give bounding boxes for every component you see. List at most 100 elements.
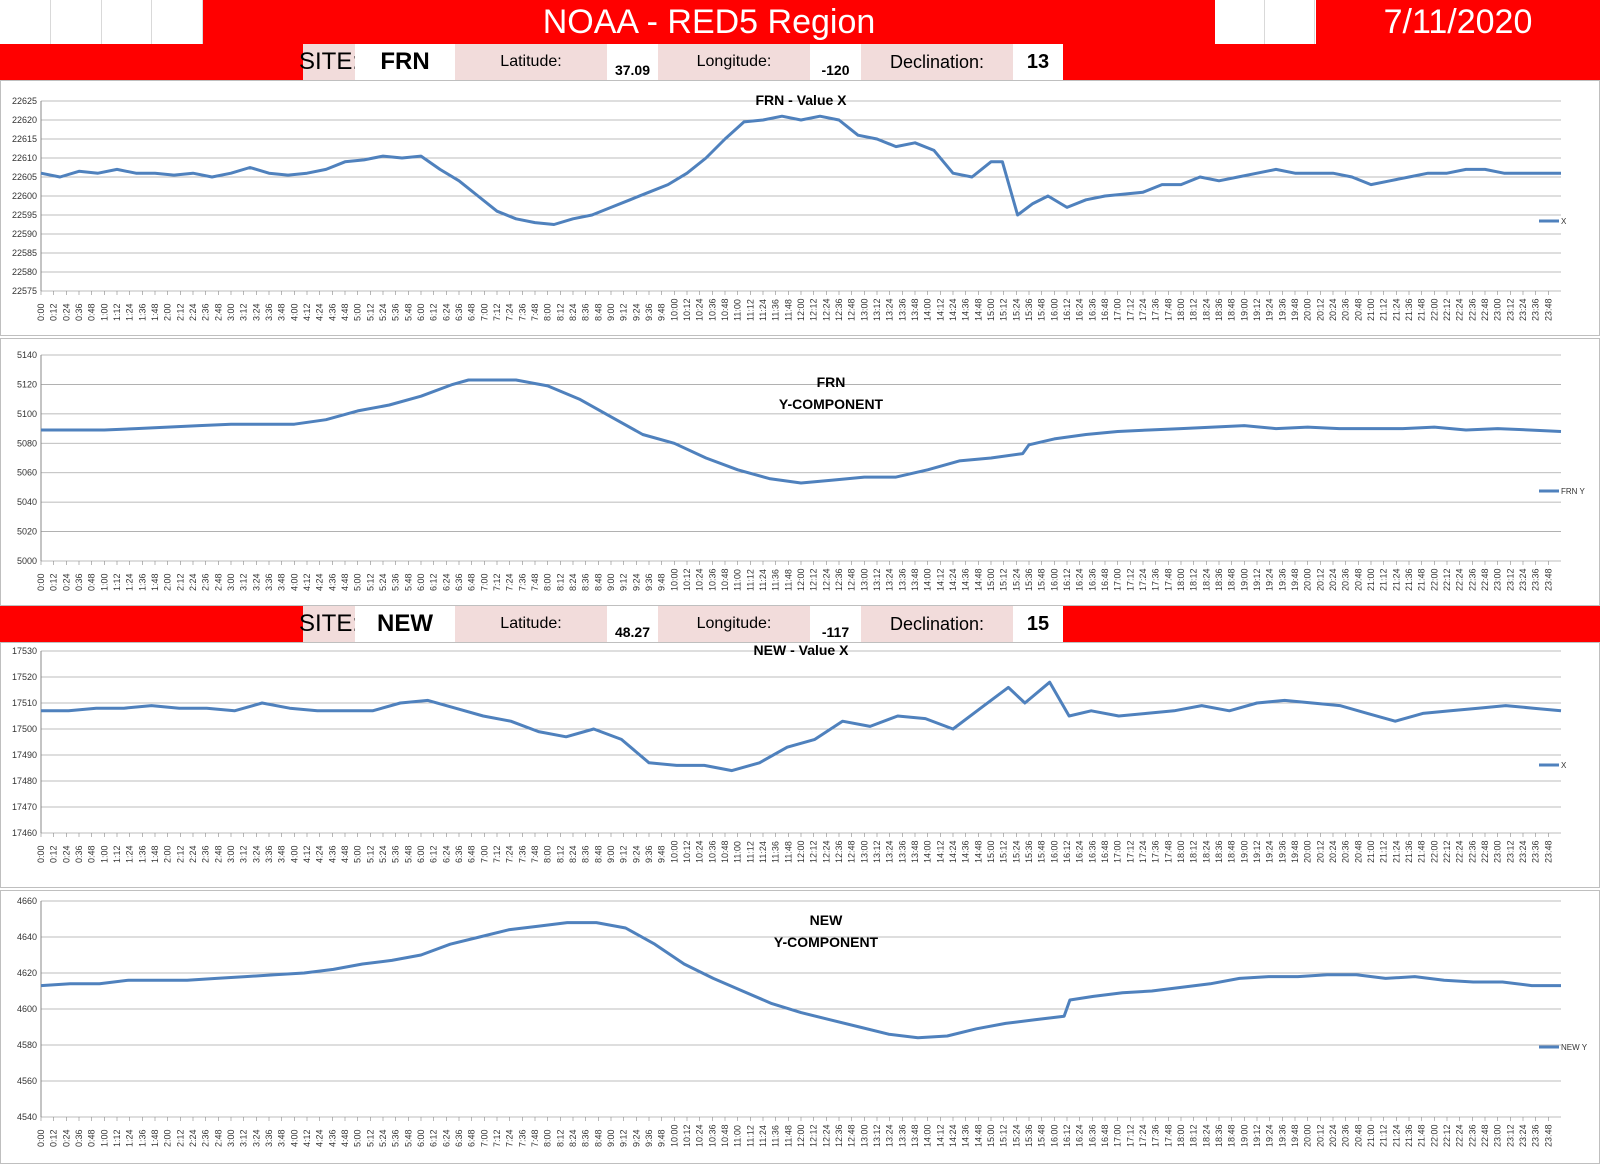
- x-tick-label: 21:12: [1379, 568, 1389, 591]
- y-tick-label: 5140: [17, 350, 37, 360]
- x-tick-label: 21:36: [1404, 298, 1414, 321]
- x-tick-label: 14:24: [948, 1124, 958, 1147]
- x-tick-label: 18:12: [1189, 840, 1199, 863]
- x-tick-label: 22:12: [1442, 1124, 1452, 1147]
- x-tick-label: 11:48: [783, 299, 793, 321]
- x-tick-label: 20:24: [1328, 840, 1338, 863]
- x-tick-label: 15:00: [986, 298, 996, 321]
- x-tick-label: 21:00: [1366, 840, 1376, 863]
- x-tick-label: 4:12: [302, 1129, 312, 1147]
- x-tick-label: 8:36: [581, 573, 591, 591]
- x-tick-label: 2:12: [175, 573, 185, 591]
- x-tick-label: 14:00: [923, 840, 933, 863]
- x-tick-label: 11:12: [745, 1125, 755, 1147]
- x-tick-label: 14:24: [948, 568, 958, 591]
- x-tick-label: 10:48: [720, 840, 730, 863]
- x-tick-label: 18:36: [1214, 840, 1224, 863]
- x-tick-label: 21:12: [1379, 1124, 1389, 1147]
- x-tick-label: 6:24: [441, 303, 451, 321]
- x-tick-label: 2:48: [213, 845, 223, 863]
- x-tick-label: 6:36: [454, 573, 464, 591]
- x-tick-label: 23:48: [1543, 298, 1553, 321]
- x-tick-label: 11:00: [733, 841, 743, 863]
- x-tick-label: 9:24: [631, 303, 641, 321]
- x-tick-label: 21:24: [1391, 298, 1401, 321]
- x-tick-label: 20:00: [1303, 568, 1313, 591]
- x-tick-label: 22:00: [1429, 840, 1439, 863]
- x-tick-label: 15:12: [999, 568, 1009, 591]
- x-tick-label: 14:36: [961, 1124, 971, 1147]
- x-tick-label: 7:48: [530, 303, 540, 321]
- site-value: FRN: [355, 44, 455, 80]
- x-tick-label: 9:36: [644, 845, 654, 863]
- x-tick-label: 3:36: [264, 1129, 274, 1147]
- chart-frn-y-panel: 5000 5020 5040 5060 5080 5100 5120 5140 0:00 0:12…: [0, 338, 1600, 606]
- x-tick-label: 17:24: [1138, 298, 1148, 321]
- x-tick-label: 10:12: [682, 840, 692, 863]
- x-tick-label: 13:12: [872, 298, 882, 321]
- x-tick-label: 15:36: [1024, 298, 1034, 321]
- x-tick-label: 9:24: [631, 845, 641, 863]
- x-tick-label: 19:36: [1277, 840, 1287, 863]
- x-tick-label: 1:24: [125, 573, 135, 591]
- x-tick-label: 0:24: [61, 1129, 71, 1147]
- x-tick-label: 3:36: [264, 573, 274, 591]
- longitude-label: Longitude:: [658, 606, 810, 642]
- x-tick-label: 22:12: [1442, 568, 1452, 591]
- x-tick-label: 13:12: [872, 1124, 882, 1147]
- x-tick-label: 15:12: [999, 840, 1009, 863]
- x-tick-label: 10:36: [707, 840, 717, 863]
- x-tick-label: 23:00: [1493, 568, 1503, 591]
- chart-title: FRN - Value X: [755, 92, 847, 108]
- chart-subtitle: Y-COMPONENT: [774, 934, 879, 950]
- x-tick-label: 1:00: [99, 845, 109, 863]
- x-tick-label: 9:48: [657, 845, 667, 863]
- x-tick-label: 12:48: [847, 1124, 857, 1147]
- x-tick-label: 17:00: [1113, 1124, 1123, 1147]
- x-tick-label: 7:12: [492, 1129, 502, 1147]
- x-tick-label: 9:00: [606, 1129, 616, 1147]
- x-tick-label: 23:36: [1531, 1124, 1541, 1147]
- x-tick-label: 9:12: [619, 573, 629, 591]
- y-tick-label: 22605: [12, 172, 37, 182]
- x-tick-label: 17:12: [1125, 298, 1135, 321]
- chart-frn-x-panel: 22575 22580 22585 22590 22595 22600 22605 22610…: [0, 80, 1600, 336]
- x-tick-label: 3:48: [277, 303, 287, 321]
- x-tick-label: 8:24: [568, 573, 578, 591]
- x-tick-label: 22:36: [1467, 840, 1477, 863]
- x-tick-label: 16:48: [1100, 840, 1110, 863]
- x-tick-label: 14:36: [961, 840, 971, 863]
- x-tick-label: 22:24: [1455, 298, 1465, 321]
- x-tick-label: 5:24: [378, 1129, 388, 1147]
- x-tick-label: 3:48: [277, 573, 287, 591]
- x-tick-label: 13:00: [859, 840, 869, 863]
- y-tick-label: 5120: [17, 379, 37, 389]
- x-tick-label: 11:12: [745, 299, 755, 321]
- x-tick-label: 17:24: [1138, 840, 1148, 863]
- x-tick-label: 12:36: [834, 840, 844, 863]
- x-tick-label: 9:12: [619, 1129, 629, 1147]
- x-tick-label: 21:48: [1417, 298, 1427, 321]
- x-tick-label: 14:12: [935, 298, 945, 321]
- x-tick-label: 9:48: [657, 1129, 667, 1147]
- x-tick-label: 6:48: [467, 845, 477, 863]
- site-label: SITE:: [299, 606, 359, 642]
- x-tick-label: 15:48: [1037, 1124, 1047, 1147]
- x-tick-label: 12:00: [796, 1124, 806, 1147]
- y-tick-label: 5080: [17, 438, 37, 448]
- x-tick-label: 3:12: [239, 303, 249, 321]
- y-tick-label: 22575: [12, 286, 37, 296]
- x-tick-label: 16:12: [1062, 568, 1072, 591]
- x-tick-label: 17:24: [1138, 1124, 1148, 1147]
- x-tick-label: 2:48: [213, 303, 223, 321]
- x-tick-label: 12:36: [834, 1124, 844, 1147]
- x-tick-label: 20:24: [1328, 568, 1338, 591]
- x-tick-label: 21:48: [1417, 1124, 1427, 1147]
- x-tick-label: 22:48: [1480, 840, 1490, 863]
- x-tick-label: 21:36: [1404, 568, 1414, 591]
- x-tick-label: 11:48: [783, 1125, 793, 1147]
- x-tick-label: 6:24: [441, 845, 451, 863]
- x-tick-label: 3:00: [226, 573, 236, 591]
- x-tick-label: 16:36: [1087, 1124, 1097, 1147]
- x-tick-label: 12:00: [796, 298, 806, 321]
